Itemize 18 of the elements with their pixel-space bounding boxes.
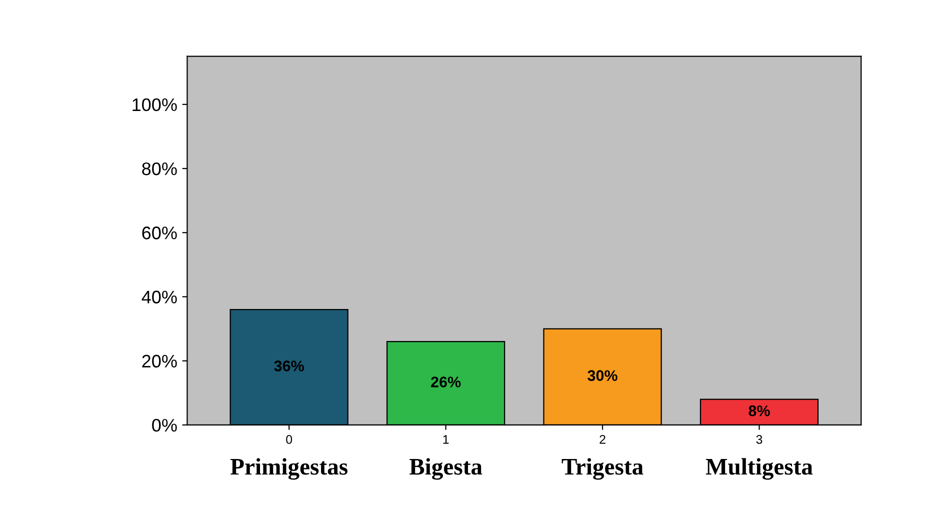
x-tick-label: 1 xyxy=(443,435,449,444)
y-tick-label: 40% xyxy=(142,290,177,304)
data-label: 30% xyxy=(588,370,618,381)
text: Trigesta xyxy=(562,458,644,480)
y-tick-label: 0% xyxy=(152,418,177,432)
x-tick-label: 2 xyxy=(600,435,606,444)
data-label: 26% xyxy=(431,376,461,388)
y-tick-label: 100% xyxy=(132,98,177,112)
data-label: 36% xyxy=(274,360,304,372)
x-tick-label: 3 xyxy=(756,435,762,444)
text: Bigesta xyxy=(409,458,482,480)
data-label: 8% xyxy=(748,405,770,416)
x-tick-label: 0 xyxy=(286,435,292,444)
text: Multigesta xyxy=(706,458,813,480)
y-tick-label: 60% xyxy=(142,226,177,240)
y-tick-label: 20% xyxy=(142,354,177,368)
y-tick-label: 80% xyxy=(142,162,177,176)
text: Primigestas xyxy=(230,458,348,480)
